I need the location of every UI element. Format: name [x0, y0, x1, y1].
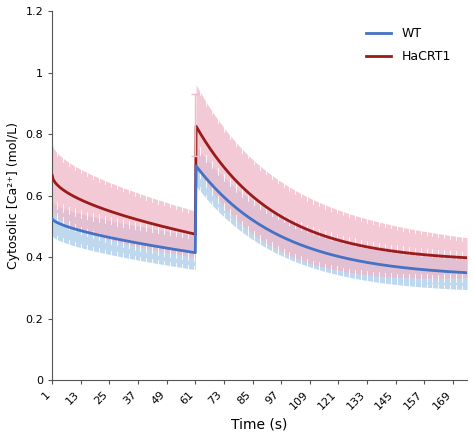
X-axis label: Time (s): Time (s): [231, 417, 288, 431]
WT: [243, 213, 249, 218]
HaCRT1: [49, 173, 55, 178]
WT: [217, 190, 222, 195]
WT: [174, 247, 180, 252]
Legend: WT, HaCRT1: WT, HaCRT1: [356, 17, 461, 73]
HaCRT1: [243, 188, 249, 193]
Line: HaCRT1: HaCRT1: [52, 126, 467, 258]
Line: WT: WT: [52, 166, 467, 273]
HaCRT1: [174, 227, 180, 233]
WT: [421, 267, 427, 272]
WT: [234, 205, 239, 211]
WT: [464, 270, 470, 276]
WT: [49, 216, 55, 222]
HaCRT1: [217, 159, 222, 164]
HaCRT1: [421, 252, 427, 258]
HaCRT1: [394, 249, 400, 254]
Y-axis label: Cytosolic [Ca²⁺] (mol/L): Cytosolic [Ca²⁺] (mol/L): [7, 122, 20, 269]
WT: [394, 264, 400, 269]
HaCRT1: [234, 179, 239, 184]
HaCRT1: [193, 124, 199, 129]
WT: [193, 163, 199, 169]
HaCRT1: [464, 255, 470, 261]
